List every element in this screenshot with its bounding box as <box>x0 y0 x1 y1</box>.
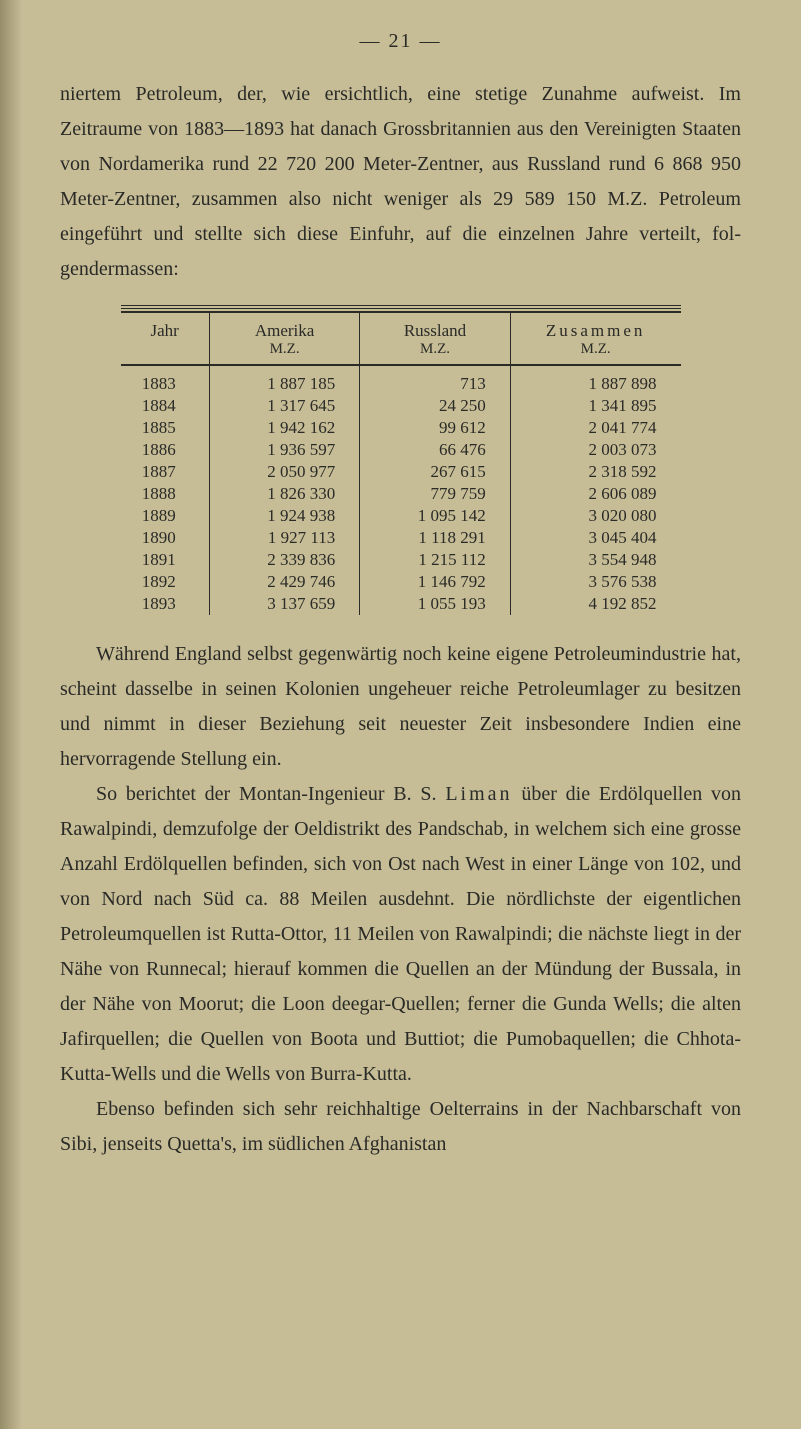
cell-year: 1893 <box>121 593 210 615</box>
paragraph-4: Ebenso befinden sich sehr reichhaltige O… <box>60 1092 741 1162</box>
cell-year: 1890 <box>121 527 210 549</box>
table-row: 18912 339 8361 215 1123 554 948 <box>121 549 681 571</box>
col-header-russland-label: Russland <box>404 321 466 340</box>
col-header-zusammen-label: Zusammen <box>546 321 646 340</box>
page-binding-shadow <box>0 0 22 1429</box>
cell-russland: 24 250 <box>360 395 510 417</box>
cell-zusammen: 2 318 592 <box>510 461 680 483</box>
col-header-amerika-unit: M.Z. <box>216 341 353 358</box>
col-header-russland-unit: M.Z. <box>366 341 503 358</box>
cell-year: 1892 <box>121 571 210 593</box>
cell-zusammen: 1 341 895 <box>510 395 680 417</box>
cell-russland: 1 095 142 <box>360 505 510 527</box>
cell-amerika: 1 887 185 <box>209 365 359 395</box>
table-row: 18922 429 7461 146 7923 576 538 <box>121 571 681 593</box>
cell-zusammen: 3 576 538 <box>510 571 680 593</box>
paragraph-1: niertem Petroleum, der, wie ersichtlich,… <box>60 77 741 287</box>
table-row: 18841 317 64524 2501 341 895 <box>121 395 681 417</box>
cell-russland: 1 055 193 <box>360 593 510 615</box>
cell-russland: 779 759 <box>360 483 510 505</box>
cell-year: 1886 <box>121 439 210 461</box>
cell-amerika: 2 429 746 <box>209 571 359 593</box>
cell-amerika: 1 826 330 <box>209 483 359 505</box>
table-row: 18861 936 59766 4762 003 073 <box>121 439 681 461</box>
cell-russland: 1 146 792 <box>360 571 510 593</box>
cell-zusammen: 2 041 774 <box>510 417 680 439</box>
cell-russland: 713 <box>360 365 510 395</box>
table-row: 18891 924 9381 095 1423 020 080 <box>121 505 681 527</box>
cell-amerika: 1 936 597 <box>209 439 359 461</box>
table-header: Jahr Amerika M.Z. Russland M.Z. Zusammen… <box>121 312 681 365</box>
cell-zusammen: 2 606 089 <box>510 483 680 505</box>
cell-russland: 66 476 <box>360 439 510 461</box>
col-header-zusammen: Zusammen M.Z. <box>510 312 680 365</box>
cell-amerika: 2 339 836 <box>209 549 359 571</box>
table-row: 18933 137 6591 055 1934 192 852 <box>121 593 681 615</box>
cell-year: 1885 <box>121 417 210 439</box>
cell-year: 1889 <box>121 505 210 527</box>
cell-amerika: 2 050 977 <box>209 461 359 483</box>
data-table: Jahr Amerika M.Z. Russland M.Z. Zusammen… <box>121 311 681 615</box>
col-header-jahr: Jahr <box>121 312 210 365</box>
table-row: 18881 826 330779 7592 606 089 <box>121 483 681 505</box>
cell-russland: 1 215 112 <box>360 549 510 571</box>
cell-amerika: 1 927 113 <box>209 527 359 549</box>
import-table: Jahr Amerika M.Z. Russland M.Z. Zusammen… <box>121 305 681 615</box>
table-row: 18851 942 16299 6122 041 774 <box>121 417 681 439</box>
liman-name: Liman <box>445 783 512 805</box>
cell-russland: 1 118 291 <box>360 527 510 549</box>
col-header-amerika: Amerika M.Z. <box>209 312 359 365</box>
cell-zusammen: 3 554 948 <box>510 549 680 571</box>
table-row: 18831 887 1857131 887 898 <box>121 365 681 395</box>
paragraph-3: So berichtet der Montan-Ingenieur B. S. … <box>60 777 741 1092</box>
col-header-russland: Russland M.Z. <box>360 312 510 365</box>
cell-amerika: 1 942 162 <box>209 417 359 439</box>
cell-year: 1884 <box>121 395 210 417</box>
page-number: — 21 — <box>60 30 741 53</box>
col-header-zusammen-unit: M.Z. <box>517 341 675 358</box>
cell-zusammen: 3 020 080 <box>510 505 680 527</box>
cell-russland: 267 615 <box>360 461 510 483</box>
cell-zusammen: 1 887 898 <box>510 365 680 395</box>
cell-year: 1888 <box>121 483 210 505</box>
cell-year: 1883 <box>121 365 210 395</box>
cell-zusammen: 4 192 852 <box>510 593 680 615</box>
col-header-amerika-label: Amerika <box>255 321 314 340</box>
cell-amerika: 1 924 938 <box>209 505 359 527</box>
cell-zusammen: 2 003 073 <box>510 439 680 461</box>
table-body: 18831 887 1857131 887 89818841 317 64524… <box>121 365 681 615</box>
table-row: 18872 050 977267 6152 318 592 <box>121 461 681 483</box>
paragraph-3a: So berichtet der Montan-Ingenieur B. S. <box>96 783 445 805</box>
cell-amerika: 1 317 645 <box>209 395 359 417</box>
cell-amerika: 3 137 659 <box>209 593 359 615</box>
table-row: 18901 927 1131 118 2913 045 404 <box>121 527 681 549</box>
table-top-double-rule <box>121 305 681 309</box>
cell-year: 1891 <box>121 549 210 571</box>
paragraph-2: Während England selbst gegenwärtig noch … <box>60 637 741 777</box>
cell-russland: 99 612 <box>360 417 510 439</box>
cell-zusammen: 3 045 404 <box>510 527 680 549</box>
cell-year: 1887 <box>121 461 210 483</box>
paragraph-3b: über die Erdölquellen von Rawalpindi, de… <box>60 783 741 1085</box>
